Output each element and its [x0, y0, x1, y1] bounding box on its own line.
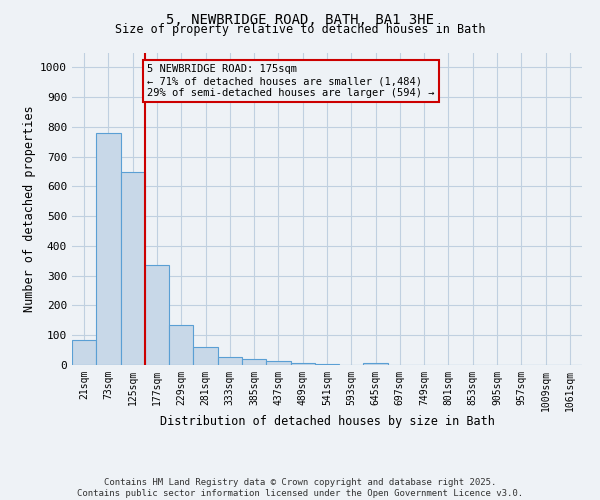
Bar — [364, 363, 388, 365]
Text: 5, NEWBRIDGE ROAD, BATH, BA1 3HE: 5, NEWBRIDGE ROAD, BATH, BA1 3HE — [166, 12, 434, 26]
Bar — [72, 340, 96, 365]
Bar — [169, 326, 193, 365]
Bar — [218, 357, 242, 365]
X-axis label: Distribution of detached houses by size in Bath: Distribution of detached houses by size … — [160, 415, 494, 428]
Text: Size of property relative to detached houses in Bath: Size of property relative to detached ho… — [115, 22, 485, 36]
Bar — [242, 359, 266, 365]
Bar — [266, 360, 290, 365]
Y-axis label: Number of detached properties: Number of detached properties — [23, 106, 36, 312]
Bar — [290, 362, 315, 365]
Bar — [145, 266, 169, 365]
Bar — [121, 172, 145, 365]
Bar — [193, 346, 218, 365]
Bar — [96, 133, 121, 365]
Text: Contains HM Land Registry data © Crown copyright and database right 2025.
Contai: Contains HM Land Registry data © Crown c… — [77, 478, 523, 498]
Text: 5 NEWBRIDGE ROAD: 175sqm
← 71% of detached houses are smaller (1,484)
29% of sem: 5 NEWBRIDGE ROAD: 175sqm ← 71% of detach… — [147, 64, 435, 98]
Bar — [315, 364, 339, 365]
